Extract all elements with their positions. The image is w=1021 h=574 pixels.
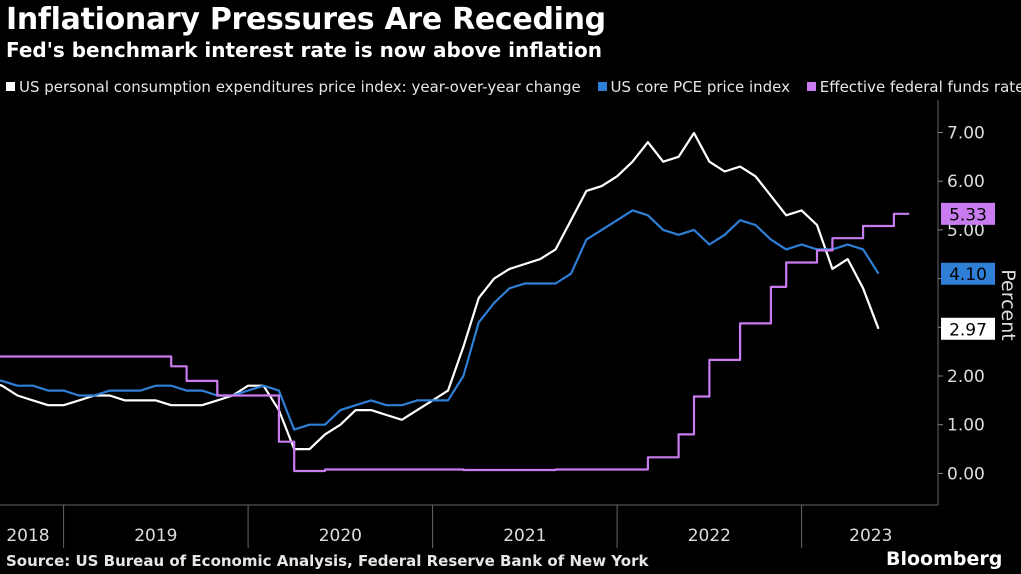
end-label-box-2	[941, 202, 995, 225]
y-tick-label: 1.00	[947, 416, 985, 436]
end-label-1: 4.10	[949, 265, 987, 285]
chart-title: Inflationary Pressures Are Receding	[6, 2, 606, 37]
legend-label-fed-funds: Effective federal funds rate	[819, 77, 1021, 96]
legend-swatch-pce	[6, 82, 15, 91]
legend-swatch-core-pce	[597, 82, 607, 91]
bloomberg-logo: Bloomberg	[886, 548, 1003, 570]
legend: US personal consumption expenditures pri…	[6, 77, 1021, 96]
end-label-0: 2.97	[949, 320, 987, 340]
x-tick-label: 2020	[319, 526, 362, 546]
series-line-0	[0, 131, 880, 451]
x-tick-label: 2019	[134, 526, 177, 546]
series-line-2	[0, 212, 910, 473]
chart-subtitle: Fed's benchmark interest rate is now abo…	[6, 38, 602, 62]
y-tick-label: 7.00	[947, 124, 985, 144]
y-tick-label: 0.00	[947, 464, 985, 484]
y-axis-title: Percent	[997, 269, 1019, 341]
x-tick-label: 2023	[849, 526, 892, 546]
end-label-box-1	[941, 262, 995, 285]
series-line-1	[0, 209, 880, 431]
x-tick-label: 2022	[688, 526, 731, 546]
legend-label-core-pce: US core PCE price index	[610, 77, 790, 96]
x-tick-label: 2021	[503, 526, 546, 546]
source-note: Source: US Bureau of Economic Analysis, …	[6, 552, 649, 570]
legend-swatch-fed-funds	[806, 82, 816, 91]
legend-item-pce: US personal consumption expenditures pri…	[6, 78, 581, 96]
legend-item-core-pce: US core PCE price index	[597, 77, 790, 96]
x-tick-label: 2018	[6, 526, 49, 546]
legend-label-pce: US personal consumption expenditures pri…	[19, 77, 581, 96]
y-tick-label: 6.00	[947, 172, 985, 192]
end-label-2: 5.33	[949, 205, 987, 225]
y-tick-label: 5.00	[947, 221, 985, 241]
legend-item-fed-funds: Effective federal funds rate	[806, 77, 1021, 96]
y-tick-label: 2.00	[947, 367, 985, 387]
end-label-box-0	[941, 317, 995, 340]
